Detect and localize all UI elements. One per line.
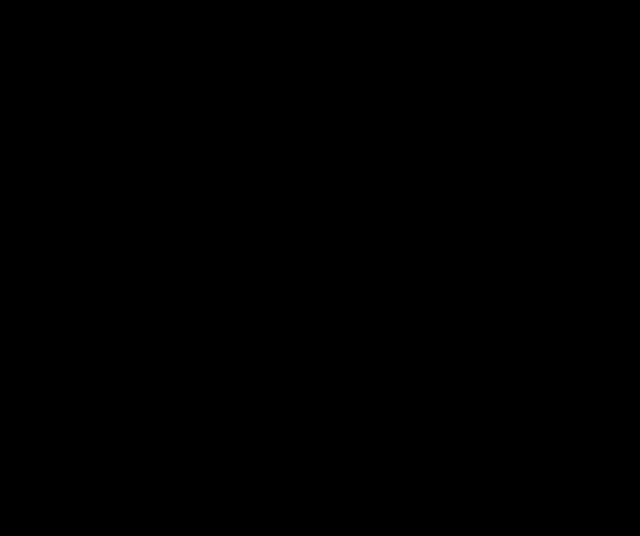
black-canvas	[0, 0, 640, 536]
